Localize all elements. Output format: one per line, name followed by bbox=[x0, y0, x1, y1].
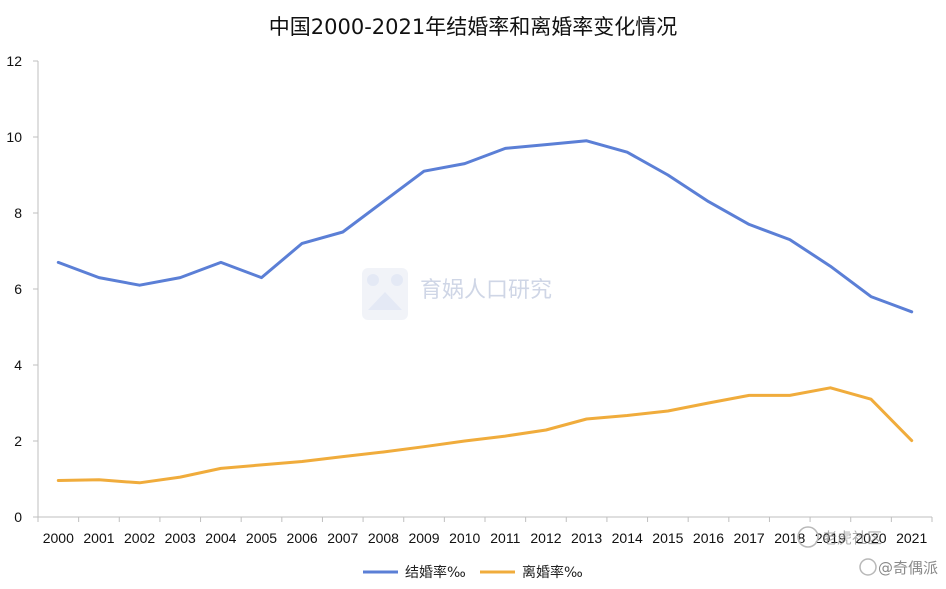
x-tick-label: 2014 bbox=[612, 530, 643, 546]
x-tick-label: 2011 bbox=[490, 530, 520, 546]
corner-watermark-b: @奇偶派 bbox=[878, 559, 938, 577]
x-tick-label: 2007 bbox=[327, 530, 358, 546]
x-tick-label: 2006 bbox=[287, 530, 318, 546]
x-tick-label: 2003 bbox=[165, 530, 196, 546]
axes: 0 2 4 6 8 10 12 2000 2001 2002 2003 2004 2005 2006 200… bbox=[6, 53, 933, 546]
marriage-rate-line bbox=[56, 139, 914, 314]
x-tick-label: 2017 bbox=[734, 530, 765, 546]
x-tick-label: 2004 bbox=[205, 530, 236, 546]
y-tick-label: 2 bbox=[14, 433, 22, 449]
watermark-logo bbox=[362, 268, 408, 320]
chart-title: 中国2000-2021年结婚率和离婚率变化情况 bbox=[269, 15, 677, 39]
y-tick-label: 8 bbox=[14, 205, 22, 221]
x-tick-label: 2009 bbox=[408, 530, 439, 546]
y-tick-label: 4 bbox=[14, 357, 22, 373]
legend-label-marriage: 结婚率‰ bbox=[405, 564, 466, 581]
y-tick-label: 10 bbox=[6, 129, 22, 145]
corner-watermark-a: 老虎社区 bbox=[822, 529, 882, 547]
divorce-rate-line bbox=[56, 386, 914, 485]
series-lines bbox=[56, 139, 914, 485]
x-tick-label: 2010 bbox=[449, 530, 480, 546]
x-tick-label: 2019 bbox=[815, 530, 846, 546]
x-tick-label: 2012 bbox=[530, 530, 561, 546]
legend: 结婚率‰ 离婚率‰ bbox=[363, 564, 583, 581]
y-tick-label: 6 bbox=[14, 281, 22, 297]
y-tick-label: 0 bbox=[14, 509, 22, 525]
x-tick-label: 2008 bbox=[368, 530, 399, 546]
x-tick-label: 2005 bbox=[246, 530, 277, 546]
y-tick-label: 12 bbox=[6, 53, 22, 69]
watermark-text: 育娲人口研究 bbox=[420, 278, 552, 303]
x-tick-label: 2016 bbox=[693, 530, 724, 546]
x-tick-label: 2002 bbox=[124, 530, 155, 546]
x-tick-label: 2000 bbox=[43, 530, 74, 546]
x-tick-label: 2013 bbox=[571, 530, 602, 546]
corner-watermark: 老虎社区 @奇偶派 bbox=[797, 526, 938, 577]
x-tick-label: 2015 bbox=[652, 530, 683, 546]
x-tick-label: 2021 bbox=[896, 530, 927, 546]
x-tick-label: 2001 bbox=[83, 530, 114, 546]
legend-label-divorce: 离婚率‰ bbox=[522, 564, 583, 581]
x-tick-label: 2020 bbox=[855, 530, 886, 546]
